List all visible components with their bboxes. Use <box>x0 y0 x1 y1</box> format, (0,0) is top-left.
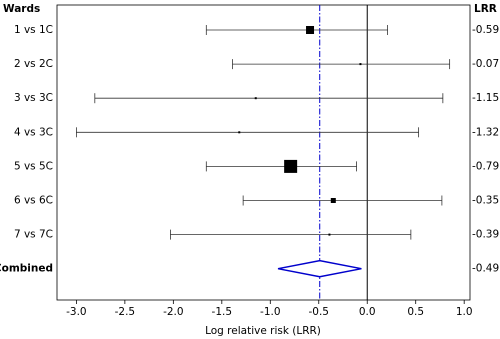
point-estimate <box>238 131 241 134</box>
x-tick-label: -2.0 <box>163 306 184 318</box>
combined-diamond <box>277 259 362 278</box>
point-estimate <box>306 26 315 34</box>
row-label: 6 vs 6C <box>14 195 53 207</box>
lrr-label: -0.59 <box>472 24 499 36</box>
combined-label: Combined <box>0 263 53 275</box>
lrr-label: -1.15 <box>472 92 499 104</box>
lrr-label: -0.39 <box>472 229 499 241</box>
plot-frame <box>56 4 471 301</box>
combined-lrr-label: -0.49 <box>472 263 499 275</box>
lrr-label: -0.35 <box>472 195 499 207</box>
x-tick-label: 0.0 <box>359 306 376 318</box>
row-label: 5 vs 5C <box>14 160 53 172</box>
x-tick-label: -1.5 <box>212 306 233 318</box>
row-label: 3 vs 3C <box>14 92 53 104</box>
point-estimate <box>254 97 257 100</box>
x-tick-label: 0.5 <box>407 306 424 318</box>
lrr-label: -0.07 <box>472 58 499 70</box>
point-estimate <box>330 198 336 203</box>
x-axis-label: Log relative risk (LRR) <box>205 325 321 337</box>
right-header: LRR <box>474 3 497 15</box>
x-tick-label: -3.0 <box>66 306 87 318</box>
row-label: 1 vs 1C <box>14 24 53 36</box>
left-header: Wards <box>3 3 40 15</box>
lrr-label: -1.32 <box>472 126 499 138</box>
x-tick-label: -1.0 <box>260 306 281 318</box>
x-tick-label: -0.5 <box>309 306 330 318</box>
x-tick-label: -2.5 <box>115 306 136 318</box>
point-estimate <box>328 233 331 236</box>
row-label: 7 vs 7C <box>14 229 53 241</box>
point-estimate <box>359 63 362 66</box>
row-label: 2 vs 2C <box>14 58 53 70</box>
row-label: 4 vs 3C <box>14 126 53 138</box>
point-estimate <box>284 159 298 173</box>
x-tick-label: 1.0 <box>456 306 473 318</box>
lrr-label: -0.79 <box>472 160 499 172</box>
